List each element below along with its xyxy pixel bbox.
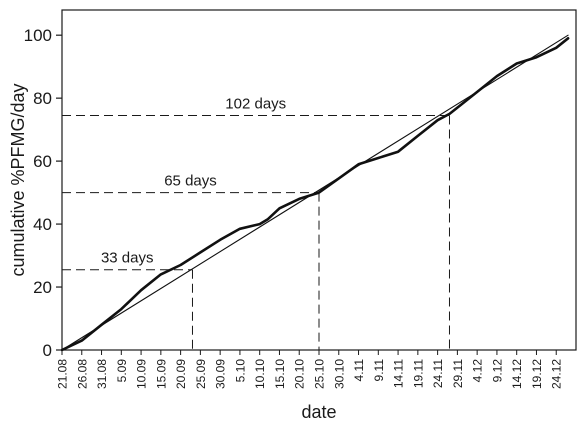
x-tick-label: 24.11 <box>431 359 445 388</box>
x-tick-label: 5.09 <box>115 359 129 383</box>
x-tick-label: 4.12 <box>471 359 485 383</box>
cumulative-line <box>60 36 570 352</box>
y-axis-title: cumulative %PFMG/day <box>8 83 28 276</box>
x-tick-label: 31.08 <box>95 359 109 389</box>
y-tick-label: 100 <box>24 26 52 45</box>
axes <box>56 9 577 355</box>
x-tick-label: 10.09 <box>135 359 149 389</box>
y-tick-label: 20 <box>33 278 52 297</box>
y-tick-label: 0 <box>43 341 52 360</box>
x-tick-label: 19.11 <box>411 359 425 388</box>
y-tick-label: 40 <box>33 215 52 234</box>
x-tick-label: 25.09 <box>194 359 208 389</box>
x-tick-label: 21.08 <box>56 359 70 389</box>
x-tick-label: 15.10 <box>273 359 287 389</box>
x-tick-label: 20.09 <box>174 359 188 389</box>
x-tick-label: 24.12 <box>550 359 564 389</box>
x-tick-label: 9.12 <box>490 359 504 383</box>
x-tick-label: 25.10 <box>313 359 327 389</box>
annotation-label: 102 days <box>225 95 286 112</box>
x-axis-title: date <box>301 402 336 422</box>
x-tick-label: 19.12 <box>530 359 544 389</box>
x-tick-label: 26.08 <box>75 359 89 389</box>
annotation-guides <box>62 114 450 350</box>
y-tick-label: 60 <box>33 152 52 171</box>
x-tick-label: 14.12 <box>510 359 524 389</box>
x-tick-label: 14.11 <box>392 359 406 388</box>
x-tick-label: 30.10 <box>332 359 346 389</box>
x-tick-label: 10.10 <box>253 359 267 389</box>
annotation-label: 65 days <box>164 173 217 190</box>
labels: 0 20 40 60 80 100 21.08 26.08 31.08 5.09 10.09 15.0… <box>8 26 564 422</box>
series <box>60 34 570 352</box>
x-tick-label: 20.10 <box>293 359 307 389</box>
x-tick-label: 5.10 <box>233 359 247 383</box>
x-tick-label: 30.09 <box>214 359 228 389</box>
y-tick-label: 80 <box>33 89 52 108</box>
reference-line <box>61 34 569 351</box>
x-tick-label: 15.09 <box>154 359 168 389</box>
x-tick-label: 4.11 <box>352 359 366 382</box>
x-tick-label: 9.11 <box>372 359 386 382</box>
annotation-label: 33 days <box>101 250 154 267</box>
x-tick-label: 29.11 <box>451 359 465 388</box>
